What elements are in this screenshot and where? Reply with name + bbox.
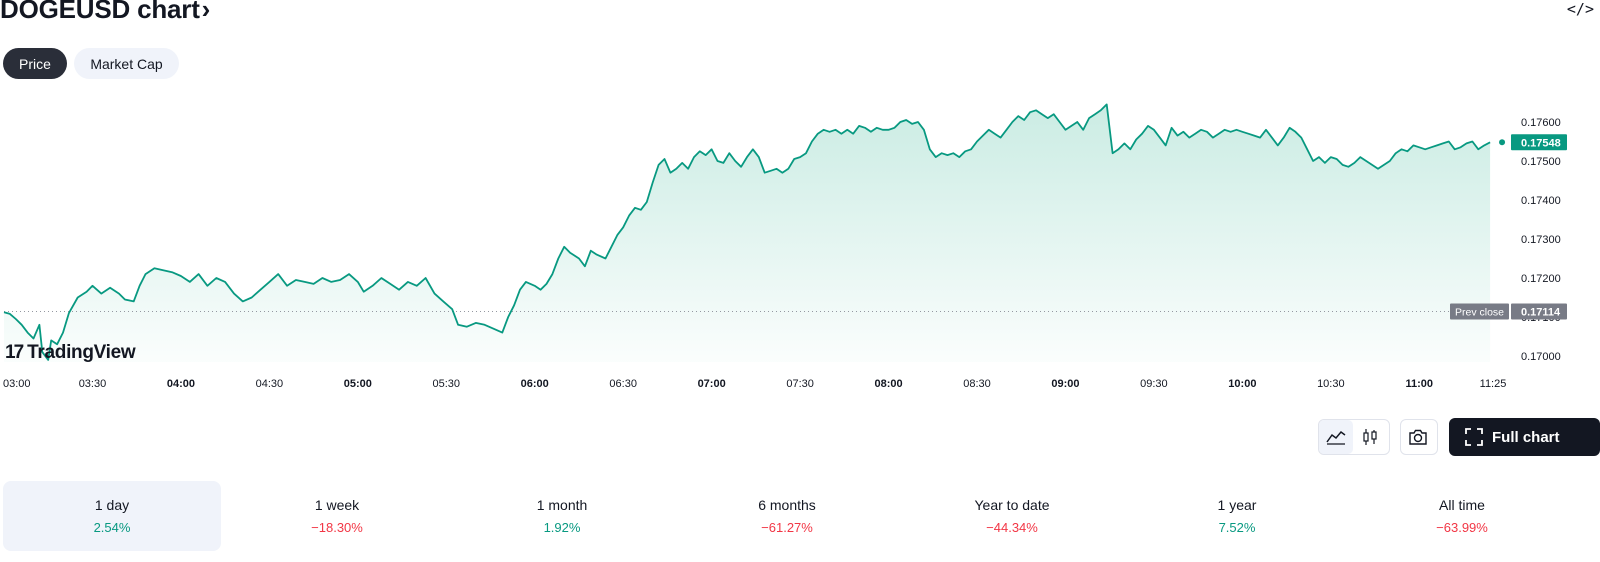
tab-market-cap-label: Market Cap	[90, 55, 163, 72]
period-1-week[interactable]: 1 week −18.30%	[228, 481, 446, 551]
x-tick-label: 04:00	[167, 378, 195, 390]
chart-style-group	[1318, 419, 1390, 455]
x-tick-label: 08:30	[963, 378, 991, 390]
period-1-year[interactable]: 1 year 7.52%	[1128, 481, 1346, 551]
period-label: 1 month	[536, 497, 588, 513]
x-tick-label: 05:00	[344, 378, 372, 390]
x-tick-label: 08:00	[874, 378, 902, 390]
period-label: All time	[1439, 497, 1485, 513]
page-title-text[interactable]: DOGEUSD chart	[0, 0, 200, 24]
period-change: −63.99%	[1436, 520, 1488, 535]
tradingview-logo[interactable]: 17 TradingView	[5, 342, 136, 364]
prev-close-label: Prev close	[1455, 307, 1504, 319]
camera-icon	[1409, 429, 1427, 445]
last-price-dot	[1499, 139, 1506, 146]
last-price-label: 0.17548	[1521, 137, 1561, 149]
prev-close-value-badge	[1511, 303, 1567, 320]
fullscreen-icon	[1465, 428, 1483, 446]
x-tick-label: 03:00	[3, 378, 31, 390]
x-tick-label: 10:00	[1228, 378, 1256, 390]
line-chart-icon	[1326, 430, 1346, 445]
x-tick-label: 06:30	[609, 378, 637, 390]
y-tick-label: 0.17400	[1521, 195, 1561, 207]
period-1-month[interactable]: 1 month 1.92%	[453, 481, 671, 551]
prev-close-value: 0.17114	[1521, 307, 1561, 319]
x-tick-label: 11:25	[1480, 378, 1507, 390]
period-change: 1.92%	[543, 520, 581, 535]
period-label: 1 day	[94, 497, 130, 513]
period-change: 7.52%	[1218, 520, 1256, 535]
y-tick-label: 0.17000	[1521, 351, 1561, 363]
period-change: −44.34%	[986, 520, 1038, 535]
candlestick-icon	[1363, 429, 1377, 445]
candlestick-button[interactable]	[1353, 420, 1387, 454]
period-change: 2.54%	[93, 520, 131, 535]
period-6-months[interactable]: 6 months −61.27%	[678, 481, 896, 551]
y-tick-label: 0.17600	[1521, 117, 1561, 129]
x-tick-label: 11:00	[1406, 378, 1434, 390]
x-tick-label: 07:30	[786, 378, 814, 390]
period-1-day[interactable]: 1 day 2.54%	[3, 481, 221, 551]
code-embed-icon[interactable]: </>	[1566, 0, 1594, 18]
snapshot-button[interactable]	[1401, 420, 1435, 454]
period-selector: 1 day 2.54% 1 week −18.30% 1 month 1.92%…	[0, 481, 1600, 551]
full-chart-label: Full chart	[1492, 428, 1560, 446]
period-change: −61.27%	[761, 520, 813, 535]
period-year-to-date[interactable]: Year to date −44.34%	[903, 481, 1121, 551]
y-tick-label: 0.17500	[1521, 156, 1561, 168]
x-tick-label: 07:00	[698, 378, 726, 390]
period-change: −18.30%	[311, 520, 363, 535]
last-price-badge	[1511, 134, 1567, 151]
x-tick-label: 04:30	[256, 378, 284, 390]
x-tick-label: 10:30	[1317, 378, 1345, 390]
period-label: 6 months	[758, 497, 816, 513]
snapshot-group	[1400, 419, 1438, 455]
period-label: 1 year	[1217, 497, 1257, 513]
tab-market-cap[interactable]: Market Cap	[74, 48, 179, 79]
period-label: 1 week	[314, 497, 360, 513]
x-tick-label: 09:00	[1051, 378, 1079, 390]
page-title[interactable]: DOGEUSD chart›	[0, 0, 210, 25]
price-area-fill	[4, 104, 1491, 363]
tab-price[interactable]: Price	[3, 48, 67, 79]
chevron-right-icon[interactable]: ›	[201, 0, 211, 24]
tab-price-label: Price	[19, 55, 51, 72]
prev-close-badge	[1450, 303, 1509, 320]
full-chart-button[interactable]: Full chart	[1449, 418, 1600, 456]
tradingview-mark-icon: 17	[5, 342, 24, 363]
y-tick-label: 0.17300	[1521, 234, 1561, 246]
tradingview-logo-text: TradingView	[27, 342, 136, 363]
x-tick-label: 03:30	[79, 378, 107, 390]
price-chart[interactable]: 0.170000.171000.172000.173000.174000.175…	[0, 90, 1600, 400]
x-tick-label: 06:00	[521, 378, 549, 390]
period-all-time[interactable]: All time −63.99%	[1353, 481, 1571, 551]
x-tick-label: 05:30	[433, 378, 461, 390]
price-line[interactable]	[3, 103, 1491, 361]
line-chart-button[interactable]	[1319, 420, 1353, 454]
x-tick-label: 09:30	[1140, 378, 1168, 390]
period-label: Year to date	[974, 497, 1050, 513]
y-tick-label: 0.17200	[1521, 273, 1561, 285]
